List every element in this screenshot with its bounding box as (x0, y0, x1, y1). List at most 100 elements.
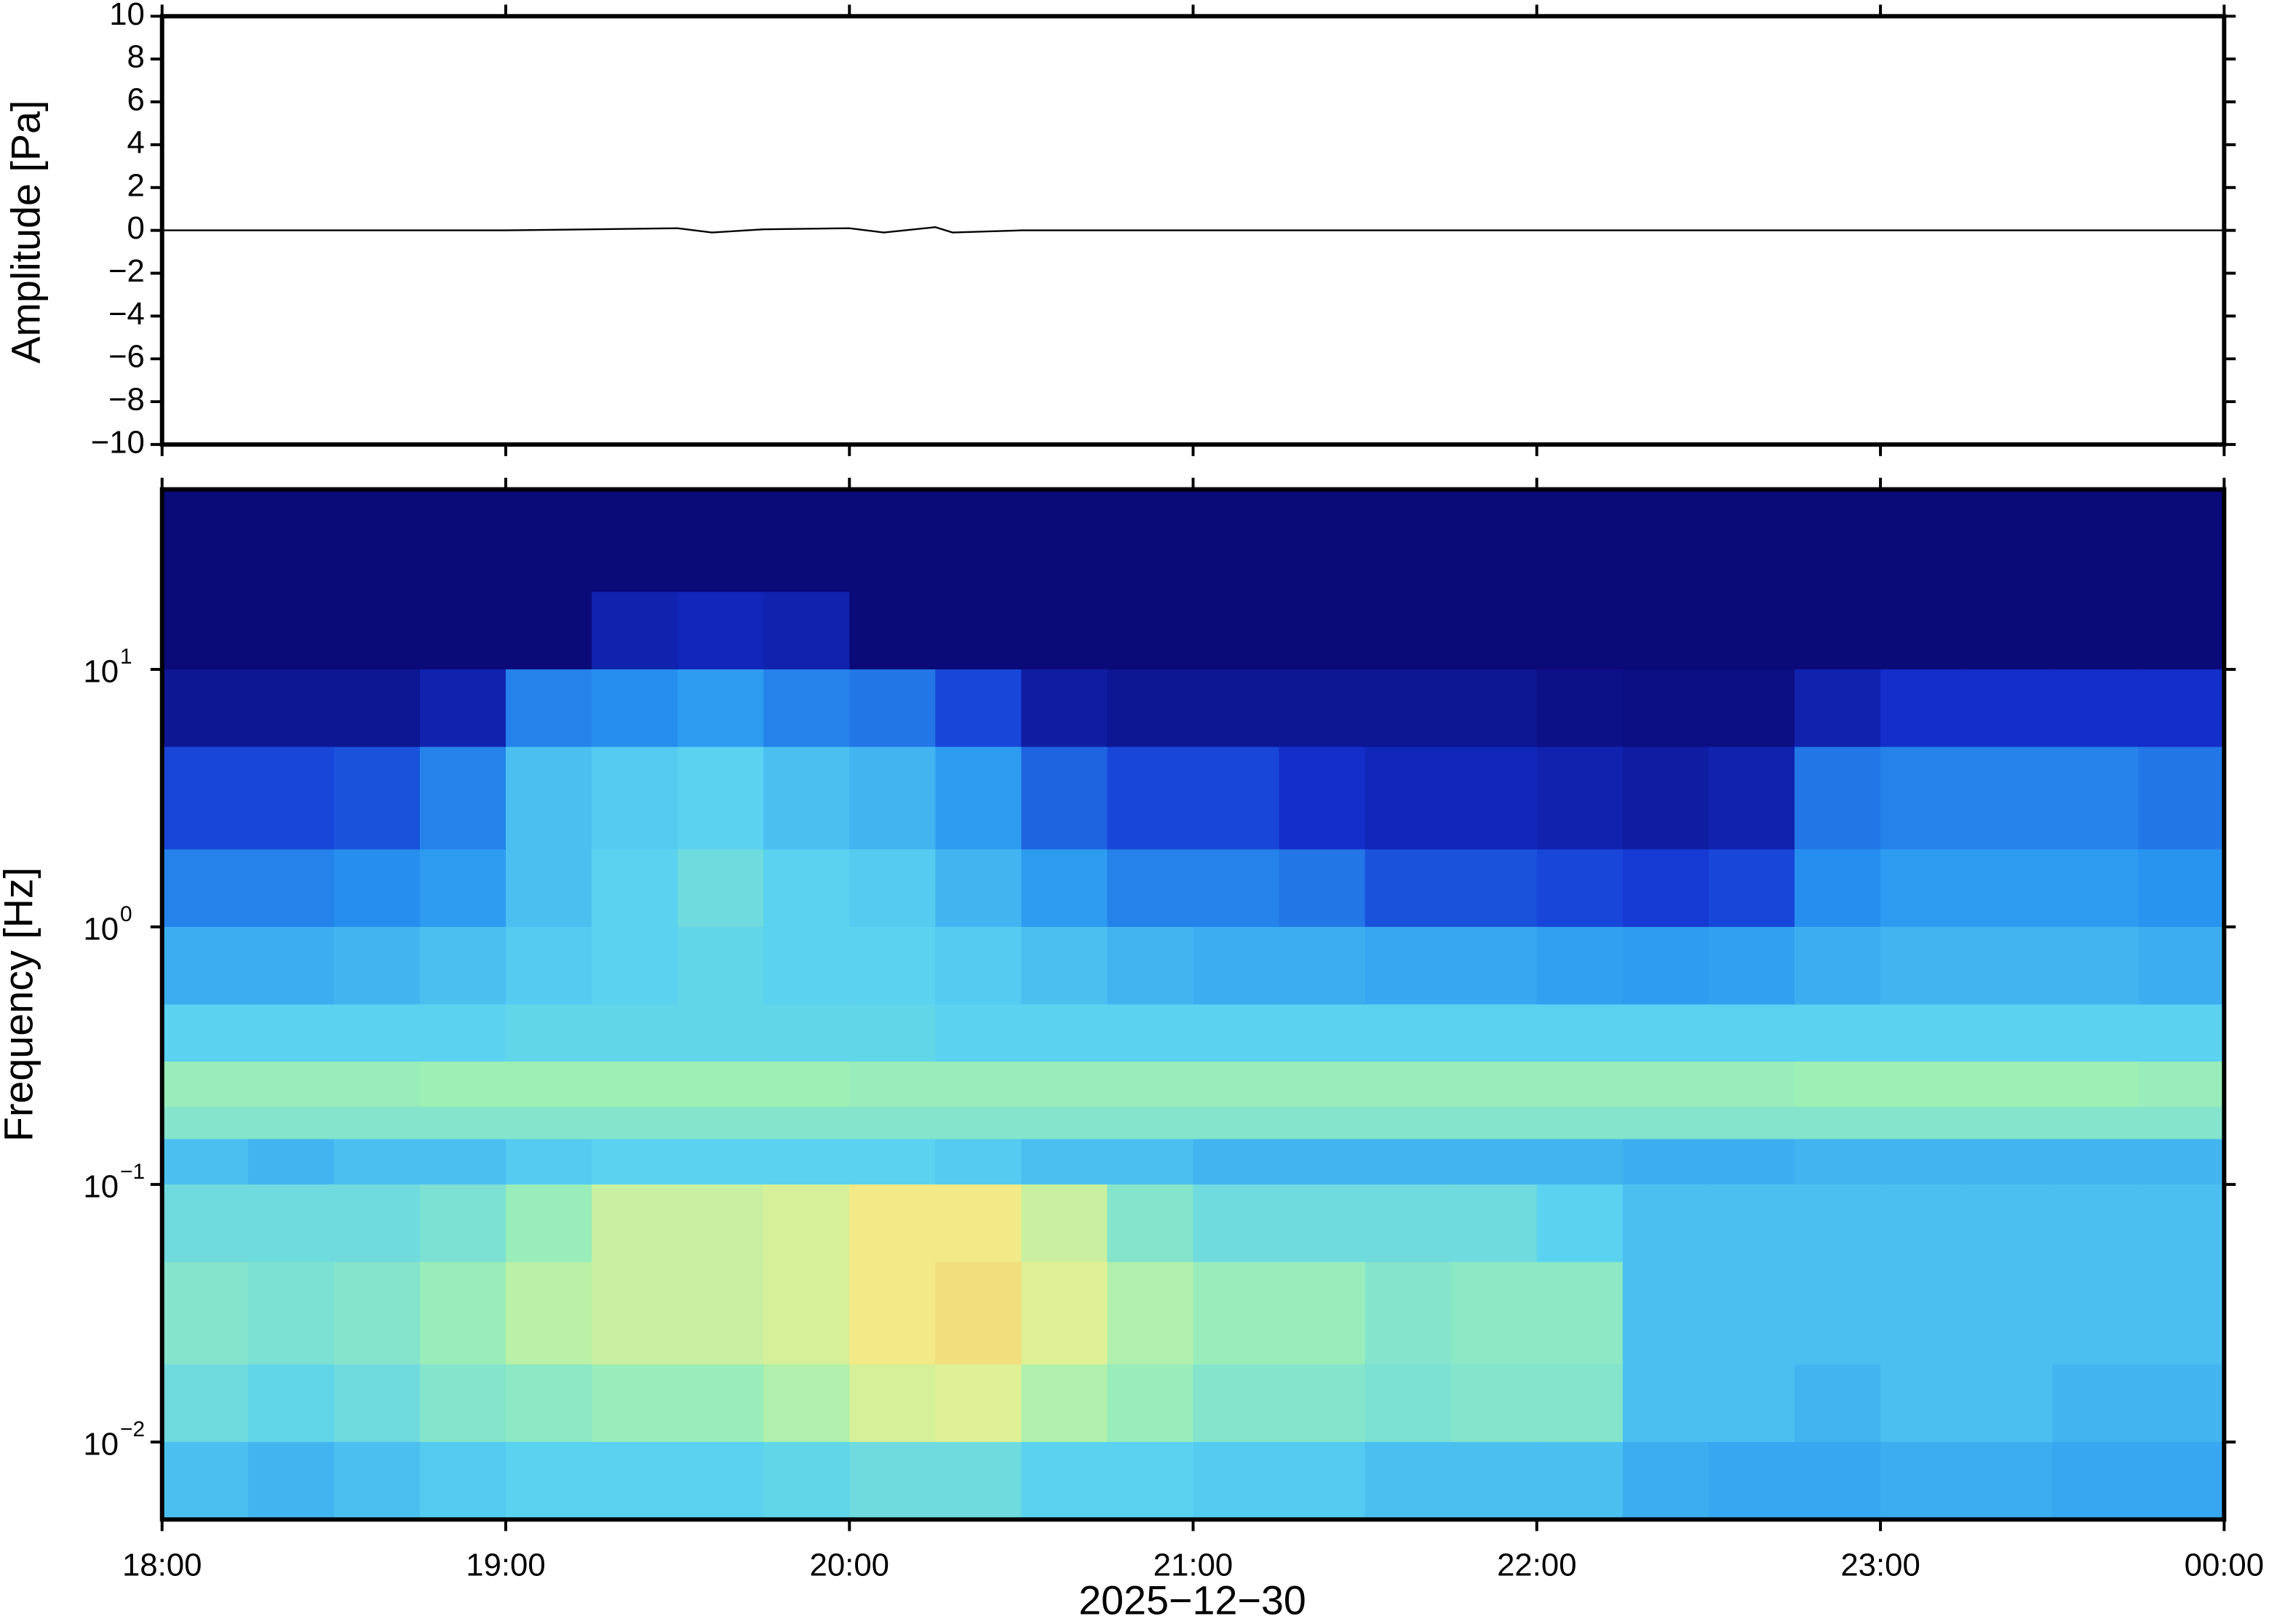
heatmap-cell (505, 1061, 593, 1108)
heatmap-cell (505, 1107, 593, 1140)
heatmap-cell (1795, 1441, 1882, 1521)
heatmap-cell (592, 1364, 679, 1443)
heatmap-cell (1107, 592, 1194, 670)
heatmap-cell (162, 1262, 249, 1366)
heatmap-cell (1193, 669, 1280, 748)
heatmap-cell (162, 1441, 249, 1521)
heatmap-cell (1536, 669, 1624, 748)
heatmap-cell (849, 1107, 937, 1140)
heatmap-cell (1450, 849, 1538, 928)
heatmap-cell (1193, 1107, 1280, 1140)
heatmap-cell (1450, 747, 1538, 851)
heatmap-cell (935, 1004, 1022, 1062)
heatmap-cell (849, 849, 937, 928)
heatmap-cell (1708, 1061, 1796, 1108)
heatmap-cell (1880, 849, 1968, 928)
y-tick-label: 2 (127, 167, 145, 203)
y-tick-label: 10 (83, 1426, 119, 1462)
heatmap-cell (1450, 489, 1538, 593)
heatmap-cell (2138, 1139, 2225, 1185)
heatmap-cell (1021, 747, 1108, 851)
heatmap-cell (763, 747, 851, 851)
heatmap-cell (162, 1364, 249, 1443)
heatmap-cell (1708, 669, 1796, 748)
y-tick-label: 10 (109, 0, 145, 32)
heatmap-cell (419, 849, 506, 928)
heatmap-cell (2052, 1184, 2139, 1263)
heatmap-cell (677, 926, 765, 1006)
heatmap-cell (677, 1004, 765, 1062)
heatmap-cell (2138, 747, 2225, 851)
heatmap-cell (1536, 747, 1624, 851)
heatmap-cell (419, 926, 506, 1006)
heatmap-cell (1622, 1107, 1709, 1140)
x-axis-label: 2025−12−30 (1078, 1577, 1306, 1623)
y-tick-label: 10 (83, 911, 119, 947)
heatmap-cell (1708, 1262, 1796, 1366)
heatmap-cell (1795, 1262, 1882, 1366)
heatmap-cell (1880, 1107, 1968, 1140)
heatmap-cell (849, 747, 937, 851)
heatmap-cell (1193, 489, 1280, 593)
heatmap-cell (1536, 849, 1624, 928)
heatmap-cell (1450, 1184, 1538, 1263)
heatmap-cell (1622, 849, 1709, 928)
heatmap-cell (935, 1364, 1022, 1443)
heatmap-cell (505, 489, 593, 593)
heatmap-cell (505, 1184, 593, 1263)
heatmap-cell (162, 1004, 249, 1062)
heatmap-cell (247, 1184, 335, 1263)
heatmap-cell (849, 1262, 937, 1366)
heatmap-cell (677, 1139, 765, 1185)
heatmap-cell (247, 1139, 335, 1185)
heatmap-cell (1622, 489, 1709, 593)
heatmap-cell (419, 1364, 506, 1443)
heatmap-cell (849, 1004, 937, 1062)
heatmap-cell (419, 489, 506, 593)
heatmap-cell (849, 1061, 937, 1108)
heatmap-cell (333, 592, 421, 670)
heatmap-cell (333, 1061, 421, 1108)
heatmap-cell (2138, 669, 2225, 748)
heatmap-cell (849, 489, 937, 593)
heatmap-cell (1364, 669, 1452, 748)
heatmap-cell (592, 1061, 679, 1108)
heatmap-cell (1966, 669, 2054, 748)
heatmap-cell (1107, 1061, 1194, 1108)
heatmap-cell (419, 1004, 506, 1062)
heatmap-cell (505, 592, 593, 670)
heatmap-cell (1622, 1364, 1709, 1443)
heatmap-cell (592, 849, 679, 928)
heatmap-cell (1622, 1262, 1709, 1366)
heatmap-cell (935, 849, 1022, 928)
heatmap-cell (1450, 1004, 1538, 1062)
heatmap-cell (1622, 1061, 1709, 1108)
heatmap-cell (1880, 1061, 1968, 1108)
heatmap-cell (2052, 489, 2139, 593)
heatmap-cell (1880, 592, 1968, 670)
heatmap-cell (247, 747, 335, 851)
heatmap-cell (763, 1107, 851, 1140)
heatmap-cell (1107, 1139, 1194, 1185)
heatmap-cell (1021, 1107, 1108, 1140)
heatmap-cell (1021, 1061, 1108, 1108)
heatmap-cell (1021, 1262, 1108, 1366)
heatmap-cell (1966, 1441, 2054, 1521)
heatmap-cell (162, 1184, 249, 1263)
heatmap-cell (419, 669, 506, 748)
heatmap-cell (849, 926, 937, 1006)
heatmap-cell (849, 592, 937, 670)
heatmap-cell (505, 669, 593, 748)
heatmap-cell (1622, 669, 1709, 748)
heatmap-cell (1279, 1139, 1366, 1185)
heatmap-cell (677, 592, 765, 670)
heatmap-cell (1193, 1184, 1280, 1263)
heatmap-cell (935, 1262, 1022, 1366)
heatmap-cell (162, 592, 249, 670)
heatmap-cell (1279, 926, 1366, 1006)
y-tick-exponent: 0 (120, 902, 132, 926)
heatmap-cell (1364, 1061, 1452, 1108)
heatmap-cell (592, 1139, 679, 1185)
heatmap-cell (505, 1004, 593, 1062)
heatmap-cell (419, 1441, 506, 1521)
